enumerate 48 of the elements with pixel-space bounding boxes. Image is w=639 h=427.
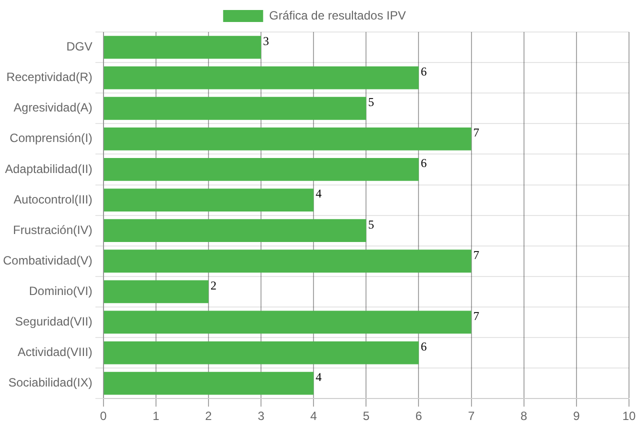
bar bbox=[104, 96, 366, 120]
bar bbox=[104, 66, 419, 90]
data-label: 4 bbox=[316, 186, 322, 201]
y-tick-label: Adaptabilidad(II) bbox=[4, 162, 92, 176]
data-label: 5 bbox=[368, 95, 374, 110]
y-tick-label: Sociabilidad(IX) bbox=[8, 376, 92, 390]
x-tick-label: 5 bbox=[362, 409, 370, 424]
data-label: 7 bbox=[473, 248, 480, 262]
bar bbox=[104, 158, 419, 181]
data-label: 5 bbox=[368, 217, 374, 232]
bar bbox=[104, 127, 472, 150]
data-label: 6 bbox=[420, 64, 427, 79]
x-tick-label: 3 bbox=[258, 409, 265, 424]
y-tick-label: Receptividad(R) bbox=[6, 70, 92, 84]
x-tick-label: 1 bbox=[152, 409, 160, 424]
y-tick-label: DGV bbox=[66, 40, 92, 54]
bar bbox=[104, 219, 366, 242]
legend-label: Gráfica de resultados IPV bbox=[269, 8, 406, 22]
x-tick-label: 6 bbox=[415, 409, 422, 424]
bar bbox=[104, 250, 472, 273]
data-label: 3 bbox=[263, 34, 270, 48]
x-tick-label: 8 bbox=[520, 409, 528, 424]
bar bbox=[104, 280, 208, 304]
y-tick-label: Combatividad(V) bbox=[2, 253, 92, 268]
y-tick-label: Frustración(IV) bbox=[13, 222, 92, 237]
x-tick-label: 7 bbox=[468, 409, 475, 424]
data-label: 6 bbox=[420, 339, 427, 354]
x-tick-label: 9 bbox=[573, 409, 580, 424]
y-tick-label: Dominio(VI) bbox=[29, 284, 92, 298]
bar bbox=[104, 372, 314, 395]
bar bbox=[104, 310, 472, 334]
x-tick-label: 0 bbox=[100, 409, 108, 424]
data-label: 2 bbox=[210, 278, 216, 292]
y-tick-label: Seguridad(VII) bbox=[14, 314, 92, 329]
x-tick-label: 4 bbox=[310, 409, 318, 424]
x-tick-label: 2 bbox=[205, 409, 212, 424]
y-tick-label: Comprensión(I) bbox=[10, 131, 92, 146]
data-label: 6 bbox=[420, 156, 427, 170]
bar bbox=[104, 341, 419, 364]
x-tick-label: 10 bbox=[622, 409, 636, 424]
data-label: 7 bbox=[473, 308, 480, 323]
y-tick-label: Agresividad(A) bbox=[14, 100, 92, 115]
y-tick-label: Autocontrol(III) bbox=[14, 192, 92, 206]
data-label: 4 bbox=[316, 370, 322, 384]
data-label: 7 bbox=[473, 126, 480, 140]
bar bbox=[104, 36, 262, 59]
bar bbox=[104, 188, 314, 212]
y-tick-label: Actividad(VIII) bbox=[18, 345, 92, 360]
